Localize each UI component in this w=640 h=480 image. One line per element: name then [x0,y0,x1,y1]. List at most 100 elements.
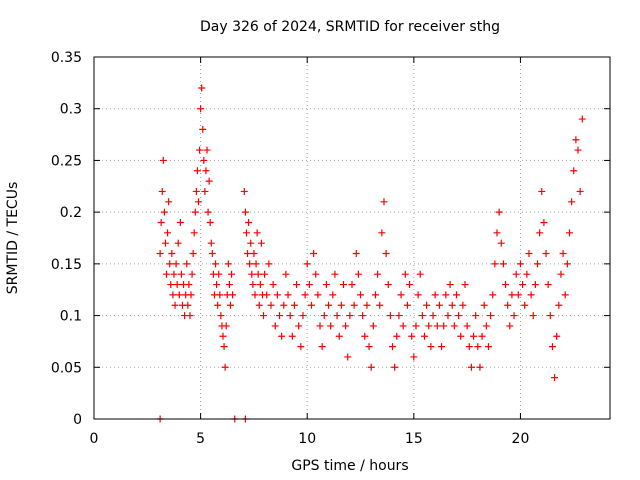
x-axis-label: GPS time / hours [291,458,408,474]
data-point [576,187,584,195]
data-point [217,312,225,320]
data-point [442,291,450,299]
data-point [446,281,454,289]
data-point [504,301,512,309]
data-point [389,343,397,351]
data-point [361,332,369,340]
data-point [506,322,514,330]
data-point [369,322,377,330]
data-point [512,270,520,278]
data-point [514,291,522,299]
data-point [240,187,248,195]
y-tick-label: 0.25 [51,153,82,169]
data-point [327,322,335,330]
y-tick-label: 0.2 [60,205,82,221]
data-point [568,198,576,206]
data-point [198,84,206,92]
data-point [314,291,322,299]
data-point [263,291,271,299]
data-point [365,343,373,351]
data-point [557,270,565,278]
data-point [478,332,486,340]
data-point [418,312,426,320]
data-point [510,312,518,320]
data-point [189,250,197,258]
data-point [553,332,561,340]
x-tick-label: 0 [90,431,99,447]
data-point [565,229,573,237]
data-point [335,332,343,340]
y-axis-label: SRMTID / TECUs [5,182,21,295]
data-point [172,260,180,268]
data-point [516,260,524,268]
data-point [248,270,256,278]
data-point [534,260,542,268]
data-point [318,343,326,351]
data-point [435,301,443,309]
data-point [339,281,347,289]
data-point [551,374,559,382]
data-point [280,301,288,309]
y-tick-label: 0 [73,412,82,428]
data-point [450,322,458,330]
data-point [476,363,484,371]
data-point [401,270,409,278]
data-point [194,198,202,206]
data-point [192,187,200,195]
data-point [416,270,424,278]
data-point [261,270,269,278]
data-point [216,291,224,299]
data-point [305,281,313,289]
data-point [278,332,286,340]
data-point [200,156,208,164]
data-point [561,291,569,299]
data-point [495,208,503,216]
y-tick-label: 0.3 [60,102,82,118]
data-point [193,167,201,175]
data-point [474,343,482,351]
data-point [508,291,516,299]
data-point [187,291,195,299]
data-point [519,281,527,289]
data-point [376,301,384,309]
data-point [284,291,292,299]
x-tick-label: 15 [405,431,423,447]
data-point [156,250,164,258]
data-point [380,198,388,206]
data-point [546,312,554,320]
data-point [206,218,214,226]
data-point [359,312,367,320]
data-point [207,239,215,247]
data-point [215,270,223,278]
data-point [174,239,182,247]
data-point [527,291,535,299]
data-point [342,322,350,330]
data-point [165,198,173,206]
data-point [267,301,275,309]
data-point [252,260,260,268]
data-point [228,270,236,278]
plot-frame [93,56,611,420]
data-point [204,208,212,216]
data-point [457,332,465,340]
data-point [185,281,193,289]
data-point [158,187,166,195]
grid-layer [94,57,610,419]
data-point [480,301,488,309]
data-point [168,250,176,258]
y-tick-label: 0.35 [51,50,82,66]
data-point [320,312,328,320]
data-point [397,291,405,299]
data-point [307,301,315,309]
data-point [186,312,194,320]
data-point [467,363,475,371]
data-point [423,301,431,309]
data-point [265,260,273,268]
data-point [484,343,492,351]
data-point [199,125,207,133]
data-point [316,322,324,330]
ticks-layer: 0 0.05 0.1 0.15 0.2 0.25 0.3 0.35 0 5 10 15 20 [51,50,610,447]
data-point [431,291,439,299]
data-point [214,301,222,309]
data-point [463,322,471,330]
